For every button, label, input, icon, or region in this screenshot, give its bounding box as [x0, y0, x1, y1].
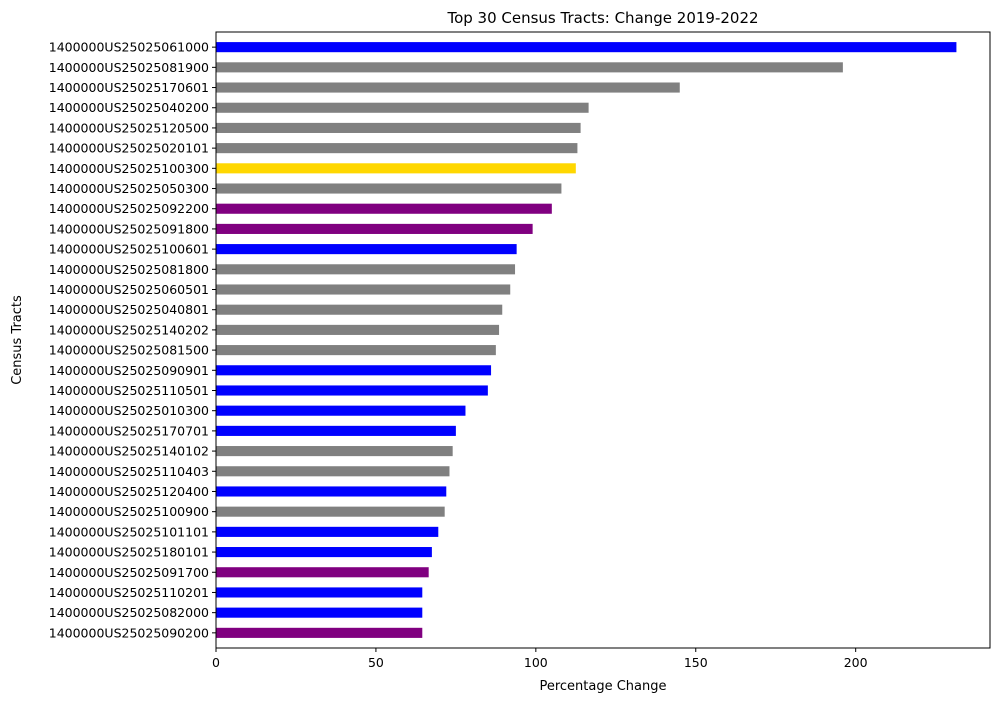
bar-1400000US25025110201 — [216, 587, 423, 598]
bar-1400000US25025090901 — [216, 365, 492, 376]
x-tick-label: 150 — [684, 655, 708, 670]
bar-1400000US25025140202 — [216, 324, 500, 335]
y-tick-label: 1400000US25025090901 — [49, 363, 209, 378]
y-tick-label: 1400000US25025091800 — [49, 221, 209, 236]
y-tick-label: 1400000US25025060501 — [49, 282, 209, 297]
y-tick-label: 1400000US25025110201 — [49, 585, 209, 600]
bar-1400000US25025081500 — [216, 345, 496, 356]
y-tick-label: 1400000US25025010300 — [49, 403, 209, 418]
y-tick-label: 1400000US25025020101 — [49, 141, 209, 156]
y-tick-label: 1400000US25025092200 — [49, 201, 209, 216]
bar-1400000US25025040200 — [216, 102, 589, 113]
bar-1400000US25025081900 — [216, 62, 843, 73]
bar-1400000US25025050300 — [216, 183, 562, 194]
y-tick-label: 1400000US25025110403 — [49, 464, 209, 479]
x-ticks: 0 50 100 150 200 — [212, 648, 868, 670]
bar-1400000US25025091800 — [216, 223, 533, 234]
x-axis-label: Percentage Change — [539, 679, 666, 694]
bar-1400000US25025120500 — [216, 122, 581, 133]
y-tick-labels: 1400000US25025061000 1400000US25025081900… — [49, 40, 216, 640]
y-tick-label: 1400000US25025100900 — [49, 504, 209, 519]
bar-1400000US25025100601 — [216, 244, 517, 255]
bar-1400000US25025091700 — [216, 567, 429, 578]
x-tick-label: 200 — [844, 655, 868, 670]
bar-1400000US25025010300 — [216, 405, 466, 416]
x-tick-label: 50 — [368, 655, 384, 670]
bar-1400000US25025090200 — [216, 627, 423, 638]
y-tick-label: 1400000US25025081500 — [49, 343, 209, 358]
y-tick-label: 1400000US25025040200 — [49, 100, 209, 115]
y-tick-label: 1400000US25025100300 — [49, 161, 209, 176]
y-tick-label: 1400000US25025090200 — [49, 625, 209, 640]
y-tick-label: 1400000US25025040801 — [49, 302, 209, 317]
y-tick-label: 1400000US25025120400 — [49, 484, 209, 499]
bar-1400000US25025100900 — [216, 506, 445, 517]
bar-1400000US25025170601 — [216, 82, 680, 93]
bar-1400000US25025110501 — [216, 385, 488, 396]
y-tick-label: 1400000US25025082000 — [49, 605, 209, 620]
bar-1400000US25025170701 — [216, 425, 456, 436]
y-tick-label: 1400000US25025081900 — [49, 60, 209, 75]
y-axis-label: Census Tracts — [10, 295, 25, 385]
bars-group — [216, 42, 957, 638]
bar-1400000US25025092200 — [216, 203, 552, 214]
y-tick-label: 1400000US25025140102 — [49, 444, 209, 459]
x-tick-label: 0 — [212, 655, 220, 670]
plot-frame — [215, 31, 991, 649]
y-tick-label: 1400000US25025110501 — [49, 383, 209, 398]
bar-1400000US25025081800 — [216, 264, 516, 275]
y-tick-label: 1400000US25025101101 — [49, 524, 209, 539]
y-tick-label: 1400000US25025100601 — [49, 242, 209, 257]
bar-1400000US25025120400 — [216, 486, 447, 497]
y-tick-label: 1400000US25025091700 — [49, 565, 209, 580]
y-tick-label: 1400000US25025050300 — [49, 181, 209, 196]
y-tick-label: 1400000US25025081800 — [49, 262, 209, 277]
y-tick-label: 1400000US25025180101 — [49, 545, 209, 560]
bar-1400000US25025060501 — [216, 284, 511, 295]
bar-1400000US25025061000 — [216, 42, 957, 53]
y-tick-label: 1400000US25025140202 — [49, 322, 209, 337]
x-tick-label: 100 — [524, 655, 548, 670]
bar-1400000US25025101101 — [216, 526, 439, 537]
y-tick-label: 1400000US25025120500 — [49, 120, 209, 135]
y-tick-label: 1400000US25025061000 — [49, 40, 209, 55]
bar-1400000US25025140102 — [216, 446, 453, 457]
bar-1400000US25025020101 — [216, 143, 578, 154]
y-tick-label: 1400000US25025170701 — [49, 423, 209, 438]
bar-1400000US25025082000 — [216, 607, 423, 618]
bar-1400000US25025100300 — [216, 163, 576, 174]
chart-title: Top 30 Census Tracts: Change 2019-2022 — [446, 9, 758, 27]
y-tick-label: 1400000US25025170601 — [49, 80, 209, 95]
bar-1400000US25025110403 — [216, 466, 450, 477]
bar-1400000US25025040801 — [216, 304, 503, 315]
bar-1400000US25025180101 — [216, 547, 432, 558]
